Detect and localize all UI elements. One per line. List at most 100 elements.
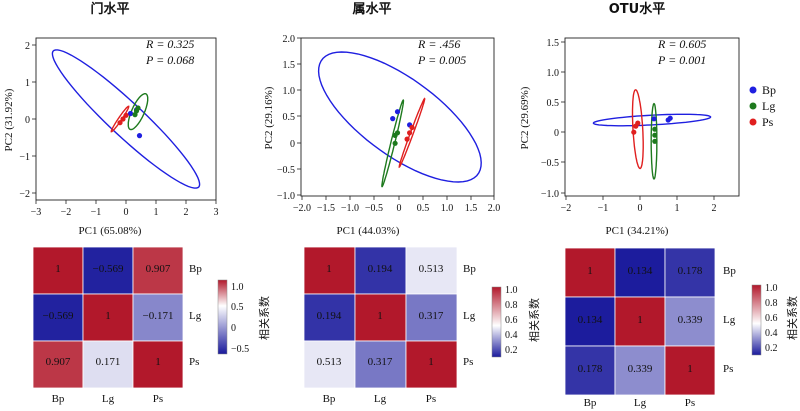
heatmap-cell-labels: 1 −0.569 0.907 −0.569 1 −0.171 0.907 0.1… (43, 263, 174, 368)
y-tick-label: 0 (554, 128, 559, 139)
x-tick-label: 3 (214, 207, 219, 218)
legend-label-ps: Ps (762, 115, 774, 129)
data-point-lg (652, 126, 658, 132)
x-tick-label: 1.0 (441, 203, 454, 214)
y-tick-label: −2 (19, 189, 30, 200)
y-axis-label: PC2 (31.92%) (3, 88, 15, 151)
heatmap-col-label: Ps (153, 393, 163, 405)
pca-marks (51, 49, 201, 189)
heatmap-col-label: Ps (426, 393, 436, 405)
data-point-ps (120, 116, 126, 122)
heatmap-cell-value: 0.178 (678, 265, 703, 277)
x-tick-marks (301, 196, 495, 200)
heatmap-cell-value: 0.339 (678, 314, 703, 326)
heatmap-cell (614, 247, 666, 298)
y-tick-label: 0 (290, 139, 295, 150)
heatmap-cell-value: 1 (428, 356, 434, 368)
heatmap-cell-value: 1 (105, 310, 111, 322)
heatmap-row-label: Lg (723, 314, 736, 326)
data-point-bp (136, 133, 143, 139)
pca-panel-genus: 属水平 R = .456 P = 0.005 PC1 (44.03%) PC2 … (263, 1, 466, 237)
heatmap-cells (564, 247, 716, 396)
heatmap-cell (303, 340, 356, 389)
heatmap-cell-value: 1 (687, 363, 693, 375)
data-point-ps (409, 124, 415, 131)
heatmap-cell (82, 293, 134, 342)
heatmap-cell (405, 246, 458, 295)
colorbar-tick: 1.0 (231, 282, 244, 293)
confidence-ellipse-ps (110, 105, 130, 133)
heatmap-cell-value: 1 (326, 263, 332, 275)
heatmap-cell-labels: 1 0.194 0.513 0.194 1 0.317 0.513 0.317 … (317, 263, 444, 368)
heatmap-cell-labels: 1 0.134 0.178 0.134 1 0.339 0.178 0.339 … (578, 265, 703, 375)
heatmap-cell (303, 246, 356, 295)
heatmap-cell (664, 296, 716, 347)
y-tick-label: 1.5 (283, 60, 296, 71)
x-tick-label: 2.0 (488, 203, 501, 214)
heatmap-cell-value: 0.178 (578, 363, 603, 375)
heatmap-row-label: Bp (463, 263, 476, 275)
heatmap-cell (82, 246, 134, 295)
colorbar-label: 相关系数 (785, 296, 799, 340)
data-point-lg (392, 140, 398, 146)
confidence-ellipse-lg (127, 92, 149, 131)
heatmap-cell-value: 0.194 (317, 310, 342, 322)
stat-p: P = 0.001 (657, 53, 706, 67)
colorbar-tick: 0.2 (505, 345, 518, 356)
colorbar-tick: 0.8 (505, 300, 518, 311)
x-tick-label: −0.5 (365, 203, 383, 214)
colorbar-tick: −0.5 (231, 344, 249, 355)
heatmap-col-label: Lg (634, 397, 647, 409)
legend-label-lg: Lg (762, 99, 775, 113)
x-axis-label: PC1 (34.21%) (606, 225, 669, 237)
pca-plot-genus: −2.0 −1.5 −1.0 −0.5 0 0.5 1.0 1.5 2.0 2.… (277, 34, 500, 214)
stat-r: R = 0.605 (657, 37, 706, 51)
legend-swatch-ps (749, 118, 757, 126)
confidence-ellipse-bp (592, 113, 712, 127)
colorbar-tick: 0.5 (231, 302, 244, 313)
legend-swatch-bp (749, 86, 757, 94)
y-tick-label: −1.0 (541, 189, 559, 200)
confidence-ellipse-ps (631, 89, 644, 170)
y-tick-label: 2 (25, 41, 30, 52)
x-tick-label: −2.0 (293, 203, 311, 214)
y-tick-label: 1.0 (283, 86, 296, 97)
heatmap-cells (303, 246, 458, 389)
heatmap-row-label: Lg (463, 310, 476, 322)
heatmap-cell-value: 1 (587, 265, 593, 277)
x-tick-label: 2 (712, 203, 717, 214)
x-tick-label: 0.5 (417, 203, 430, 214)
heatmap-col-label: Bp (323, 393, 336, 405)
plot-frame (300, 37, 495, 197)
heatmap-cell (405, 340, 458, 389)
confidence-ellipse-ps (398, 97, 426, 169)
heatmap-cell-value: 0.317 (419, 310, 444, 322)
heatmap-row-label: Ps (189, 356, 199, 368)
stat-p: P = 0.005 (417, 53, 466, 67)
legend-swatch-lg (749, 102, 757, 110)
heatmap-col-label: Lg (102, 393, 115, 405)
heatmap-cell (664, 345, 716, 396)
plot-frame (564, 37, 740, 197)
y-tick-label: −1 (19, 152, 30, 163)
colorbar-tick: 0.4 (765, 328, 778, 339)
heatmap-cell (354, 246, 407, 295)
colorbar-tick: 0.2 (765, 343, 778, 354)
confidence-ellipse-lg (650, 102, 658, 180)
y-tick-label: 0 (25, 115, 30, 126)
heatmap-cells (32, 246, 184, 389)
heatmap-cell-value: 1 (55, 263, 61, 275)
y-axis-label: PC2 (29.69%) (519, 86, 531, 149)
heatmap-cell-value: −0.569 (43, 310, 74, 322)
heatmap-cell-value: 0.907 (46, 356, 71, 368)
heatmap-cell (354, 340, 407, 389)
heatmap-otu: 1 0.134 0.178 0.134 1 0.339 0.178 0.339 … (564, 247, 799, 409)
y-tick-label: 1 (25, 78, 30, 89)
heatmap-row-label: Bp (189, 263, 202, 275)
data-point-lg (652, 138, 658, 144)
heatmap-cell-value: 0.513 (419, 263, 444, 275)
data-point-bp (667, 115, 673, 121)
x-tick-label: −1.0 (341, 203, 359, 214)
heatmap-phylum: 1 −0.569 0.907 −0.569 1 −0.171 0.907 0.1… (32, 246, 271, 405)
